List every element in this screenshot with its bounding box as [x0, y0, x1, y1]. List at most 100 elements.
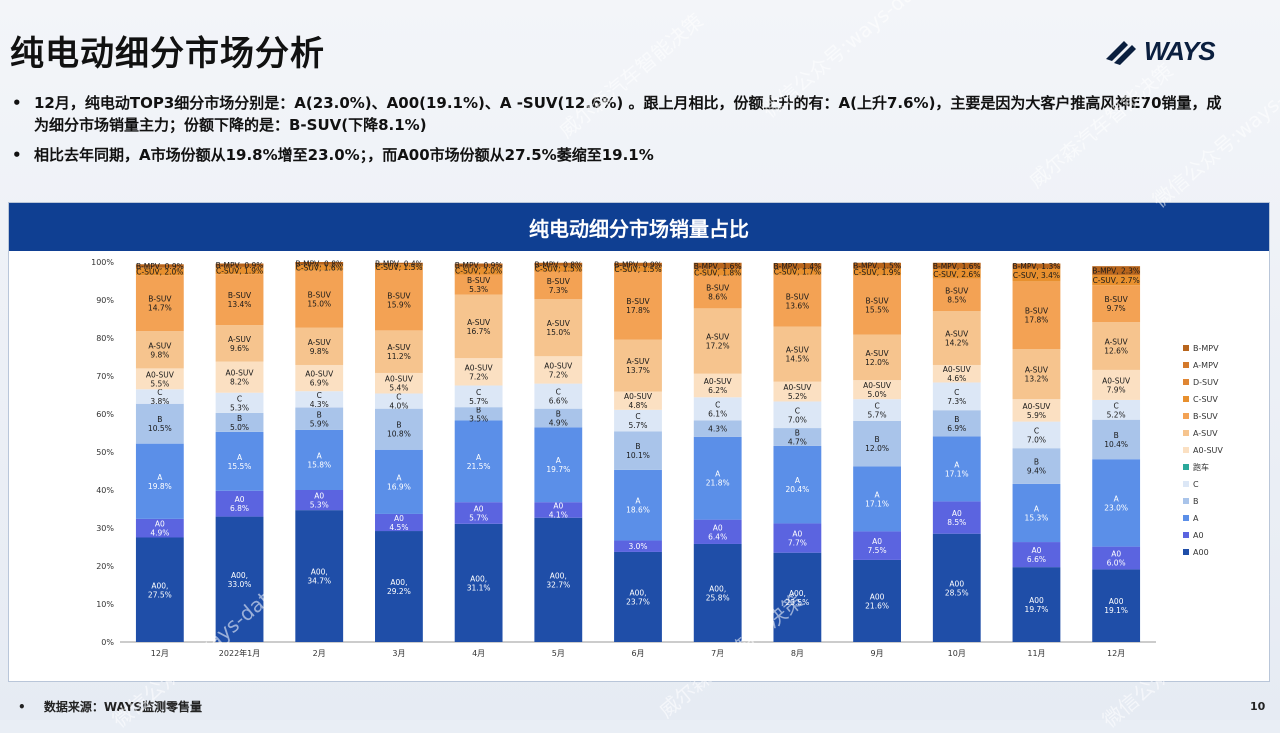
bar-segment: [614, 551, 662, 642]
data-label: A0: [792, 530, 802, 539]
data-label: A-SUV: [308, 338, 332, 347]
data-label: B-SUV: [228, 291, 252, 300]
data-label: C: [874, 402, 879, 411]
data-label: A00,: [151, 581, 168, 590]
data-label: 10.8%: [387, 430, 411, 439]
bar-segment: [1092, 546, 1141, 570]
x-tick-label: 10月: [948, 649, 966, 658]
data-label: A-SUV: [1105, 337, 1129, 346]
bar-segment: [215, 392, 264, 413]
data-label: 3.5%: [469, 414, 488, 423]
legend-swatch: [1183, 532, 1189, 538]
stacked-bar-chart: 0% 10% 20% 30% 40% 50% 60% 70% 80% 90% 100% 12月 A00,…: [91, 258, 1223, 658]
x-tick-label: 3月: [392, 649, 405, 658]
bar-segment: [932, 268, 981, 279]
data-label: 17.2%: [706, 342, 730, 351]
data-label: B-SUV: [308, 291, 332, 300]
data-label: C-SUV, 1.8%: [694, 268, 741, 277]
data-label: A: [795, 476, 801, 485]
data-label: A-SUV: [547, 319, 571, 328]
data-label: 12.0%: [865, 358, 889, 367]
bar-segment: [375, 262, 423, 265]
bar-segment: [454, 502, 503, 524]
bar-segment: [1092, 459, 1141, 547]
data-label: B-MPV, 0.4%: [375, 260, 423, 269]
x-tick-label: 5月: [552, 649, 565, 658]
data-label: B: [1034, 458, 1039, 467]
data-label: B-MPV, 1.4%: [773, 262, 821, 271]
legend-swatch: [1183, 379, 1189, 385]
bar-segment: [853, 262, 901, 269]
data-label: C-SUV, 1.9%: [216, 267, 263, 276]
data-label: 7.3%: [947, 397, 966, 406]
bar-segment: [1092, 569, 1141, 642]
bar-segment: [454, 407, 503, 421]
bar-segment: [932, 278, 981, 312]
data-label: B-MPV, 1.6%: [694, 262, 742, 271]
bar-segment: [215, 266, 264, 275]
bar-segment: [295, 391, 344, 408]
data-label: C: [157, 388, 162, 397]
data-label: A-SUV: [945, 330, 969, 339]
bar-segment: [135, 331, 184, 369]
data-label: A0: [394, 514, 404, 523]
data-label: C-SUV, 1.5%: [614, 265, 661, 274]
data-label: 9.8%: [310, 347, 329, 356]
data-label: B-MPV, 1.6%: [933, 262, 981, 271]
bar-segment: [773, 326, 822, 382]
data-label: 5.7%: [868, 411, 887, 420]
data-label: 19.7%: [1025, 605, 1049, 614]
bar-segment: [1012, 421, 1061, 449]
bar-segment: [1092, 322, 1141, 370]
data-label: 12.6%: [1104, 346, 1128, 355]
bar-segment: [693, 373, 742, 398]
bar-segment: [454, 274, 503, 295]
legend-swatch: [1183, 464, 1189, 470]
y-tick-label: 40%: [96, 486, 114, 495]
bar-segment: [295, 407, 344, 430]
x-tick-label: 2022年1月: [219, 648, 260, 658]
bar-segment: [375, 449, 423, 514]
data-label: A: [954, 460, 960, 469]
footer-bullet-icon: •: [18, 700, 26, 714]
data-label: B: [874, 435, 879, 444]
data-label: C-SUV, 1.7%: [774, 268, 821, 277]
bar-segment: [1012, 349, 1061, 400]
bar-segment: [135, 537, 184, 642]
data-label: A0: [553, 501, 563, 510]
data-label: B-SUV: [148, 295, 172, 304]
data-label: A-SUV: [1025, 366, 1049, 375]
bar-segment: [853, 559, 901, 642]
bar-segment: [534, 299, 583, 357]
data-label: A-SUV: [786, 346, 810, 355]
data-label: A: [317, 451, 323, 460]
data-label: B: [237, 414, 242, 423]
data-label: 10.4%: [1104, 440, 1128, 449]
bar-segment: [375, 513, 423, 532]
bar-segment: [614, 540, 662, 552]
x-tick-label: 6月: [631, 649, 644, 658]
bar-segment: [693, 543, 742, 642]
data-label: C-SUV, 1.6%: [296, 264, 343, 273]
data-label: 10.1%: [626, 451, 650, 460]
data-label: A0-SUV: [943, 365, 972, 374]
bar-segment: [693, 420, 742, 437]
legend-swatch: [1183, 498, 1189, 504]
data-label: 15.9%: [387, 301, 411, 310]
data-label: 4.6%: [947, 374, 966, 383]
bar-segment: [534, 356, 583, 384]
data-label: B-SUV: [547, 277, 571, 286]
bar-segment: [534, 262, 583, 266]
data-label: 9.7%: [1107, 304, 1126, 313]
data-label: 33.0%: [228, 580, 252, 589]
y-tick-label: 100%: [91, 258, 114, 267]
y-tick-label: 80%: [96, 334, 114, 343]
data-label: C-SUV, 1.5%: [375, 263, 422, 272]
data-label: 17.8%: [626, 306, 650, 315]
legend-swatch: [1183, 413, 1189, 419]
legend-swatch: [1183, 396, 1189, 402]
data-label: C: [795, 406, 800, 415]
bar-segment: [1092, 419, 1141, 460]
data-label: A00,: [470, 574, 487, 583]
data-label: B: [396, 421, 401, 430]
